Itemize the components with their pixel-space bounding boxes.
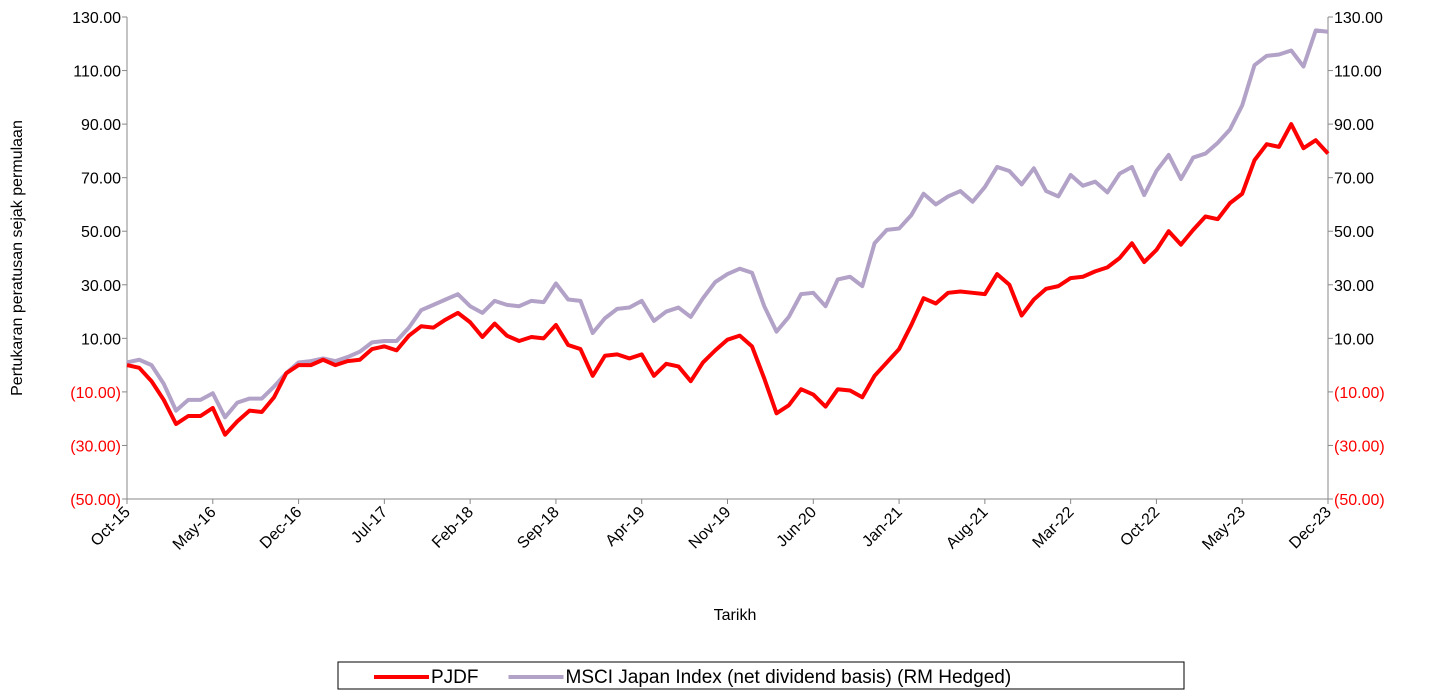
x-tick-label: Dec-23 [1286, 504, 1335, 553]
y-tick-label: 50.00 [81, 224, 121, 241]
y-tick-label: 30.00 [81, 278, 121, 295]
legend-label: PJDF [431, 667, 479, 688]
legend-label: MSCI Japan Index (net dividend basis) (R… [566, 667, 1012, 688]
y2-tick-label: (10.00) [1334, 385, 1385, 402]
x-axis-label: Tarikh [714, 607, 757, 624]
y-tick-label: 130.00 [72, 10, 121, 27]
x-tick-label: Feb-18 [429, 504, 477, 552]
x-tick-label: Aug-21 [943, 504, 992, 553]
y-tick-label: 90.00 [81, 117, 121, 134]
x-tick-label: May-16 [170, 504, 220, 554]
x-tick-label: Sep-18 [514, 504, 563, 553]
y-tick-label: (10.00) [70, 385, 121, 402]
y-tick-label: 110.00 [73, 64, 121, 81]
x-tick-label: Jan-21 [859, 504, 906, 551]
x-tick-label: Nov-19 [686, 504, 735, 553]
x-tick-label: Oct-15 [88, 504, 134, 550]
x-tick-label: Jul-17 [348, 504, 391, 547]
y-tick-label: 10.00 [81, 331, 121, 348]
x-tick-label: May-23 [1199, 504, 1249, 554]
x-tick-label: Jun-20 [774, 504, 821, 551]
y2-tick-label: (50.00) [1334, 492, 1385, 509]
y2-tick-label: 70.00 [1334, 171, 1374, 188]
y-axis-label: Pertukaran peratusan sejak permulaan [9, 120, 26, 396]
y2-tick-label: (30.00) [1334, 438, 1385, 455]
series-line [126, 122, 1330, 437]
y2-tick-label: 110.00 [1334, 64, 1382, 81]
x-tick-label: Apr-19 [603, 504, 649, 550]
y2-tick-label: 10.00 [1334, 331, 1374, 348]
x-tick-label: Oct-22 [1117, 504, 1163, 550]
x-tick-label: Dec-16 [257, 504, 306, 553]
series-line [126, 28, 1329, 420]
y2-tick-label: 90.00 [1334, 117, 1374, 134]
legend-box [337, 661, 1185, 690]
y2-tick-label: 30.00 [1334, 278, 1374, 295]
x-tick-label: Mar-22 [1030, 504, 1078, 552]
y-tick-label: 70.00 [81, 171, 121, 188]
y-tick-label: (30.00) [70, 438, 121, 455]
y2-tick-label: 50.00 [1334, 224, 1374, 241]
y2-tick-label: 130.00 [1334, 10, 1383, 27]
y-tick-label: (50.00) [70, 492, 121, 509]
